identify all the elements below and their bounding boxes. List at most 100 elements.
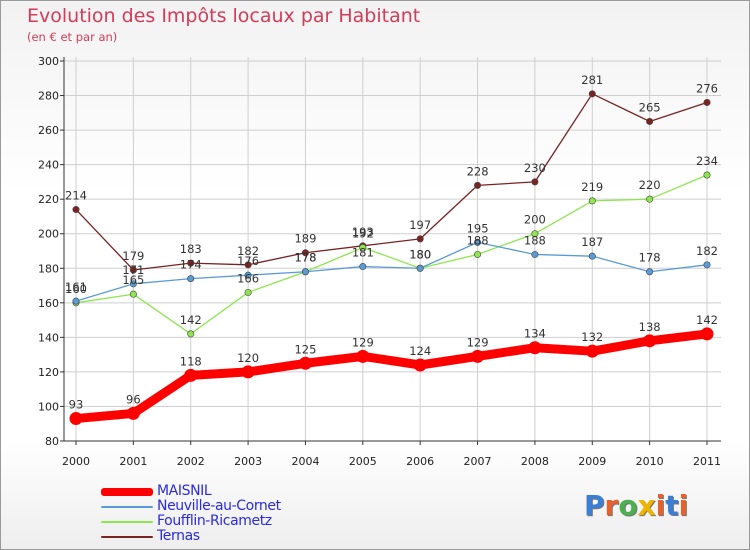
y-axis-ticks: 80 100 120 140 160 180 200 220 240 260 280 300 [38,55,64,448]
data-label: 192 [352,227,374,241]
y-tick-label: 280 [38,90,59,103]
data-label: 178 [294,251,316,265]
data-point [474,250,482,258]
data-label: 176 [237,254,259,268]
data-point [531,178,539,186]
data-point [129,280,137,288]
data-point [474,238,482,246]
data-point [301,268,309,276]
data-label: 182 [696,244,718,258]
series-line-neuville-au-cornet [75,241,708,302]
legend-swatch [101,536,153,538]
data-point [585,344,599,358]
chart-subtitle: (en € et par an) [27,30,118,44]
x-tick-label: 2004 [291,455,319,468]
data-label: 132 [581,330,603,344]
data-label: 129 [467,335,489,349]
data-label: 134 [524,327,546,341]
data-point [241,365,255,379]
data-label: 234 [696,154,718,168]
data-label: 200 [524,213,546,227]
logo-letter: r [604,489,619,522]
series-line-foufflin-ricametz [75,174,708,335]
x-tick-label: 2006 [406,455,434,468]
data-label: 166 [237,271,259,285]
data-label: 165 [122,273,144,287]
y-tick-label: 80 [45,435,59,448]
data-label: 180 [409,247,431,261]
data-point [359,244,367,252]
data-point [129,290,137,298]
data-point [187,259,195,267]
data-label: 120 [237,351,259,365]
data-label: 182 [237,244,259,258]
logo-letter: t [665,489,679,522]
proxiti-logo: Proxiti [584,489,688,522]
data-point [588,252,596,260]
data-point [703,261,711,269]
series-line-maisnil [71,329,712,424]
y-tick-label: 100 [38,400,59,413]
data-point [244,271,252,279]
data-point [298,356,312,370]
axes [63,57,721,442]
data-label: 230 [524,161,546,175]
y-tick-label: 120 [38,366,59,379]
data-label: 180 [409,247,431,261]
x-tick-label: 2000 [62,455,90,468]
data-label: 228 [467,164,489,178]
data-label: 142 [180,313,202,327]
data-label: 189 [294,232,316,246]
data-point [244,288,252,296]
series-line-ternas [75,93,708,271]
data-point [72,206,80,214]
data-point [703,98,711,106]
y-tick-label: 240 [38,159,59,172]
data-point [703,171,711,179]
chart-title: Evolution des Impôts locaux par Habitant [27,5,421,27]
legend-swatch [101,488,153,496]
x-tick-label: 2010 [636,455,664,468]
data-label: 171 [122,263,144,277]
data-point [187,330,195,338]
x-axis-ticks: 2000 2001 2002 2003 2004 2005 2006 2007 2008 2009… [62,441,721,468]
y-tick-label: 180 [38,262,59,275]
data-label: 124 [409,344,431,358]
data-point [531,230,539,238]
data-point [700,327,714,341]
data-label: 142 [696,313,718,327]
data-point [413,358,427,372]
data-point [416,235,424,243]
logo-letter: i [678,489,689,522]
legend: MAISNIL Neuville-au-Cornet Foufflin-Rica… [101,483,361,544]
data-label: 161 [65,280,87,294]
data-point [69,412,83,426]
data-point [244,261,252,269]
legend-item-maisnil: MAISNIL [101,483,361,499]
data-point [359,263,367,271]
data-label: 93 [69,398,84,412]
legend-item-neuville: Neuville-au-Cornet [101,498,361,514]
x-tick-label: 2007 [464,455,492,468]
x-tick-label: 2008 [521,455,549,468]
data-label: 195 [467,221,489,235]
data-point [646,195,654,203]
logo-letter: o [618,489,638,522]
y-tick-label: 220 [38,193,59,206]
data-point [474,181,482,189]
grid-lines [64,57,721,441]
y-tick-label: 140 [38,331,59,344]
data-label: 118 [180,354,202,368]
legend-swatch [101,521,153,523]
legend-item-ternas: Ternas [101,528,361,544]
data-label: 129 [352,335,374,349]
data-point [646,268,654,276]
x-tick-label: 2011 [693,455,721,468]
data-point [588,197,596,205]
legend-label: Ternas [157,528,200,544]
logo-letter: i [655,489,666,522]
legend-label: Foufflin-Ricametz [157,513,272,529]
data-label: 187 [581,235,603,249]
data-label: 188 [524,233,546,247]
